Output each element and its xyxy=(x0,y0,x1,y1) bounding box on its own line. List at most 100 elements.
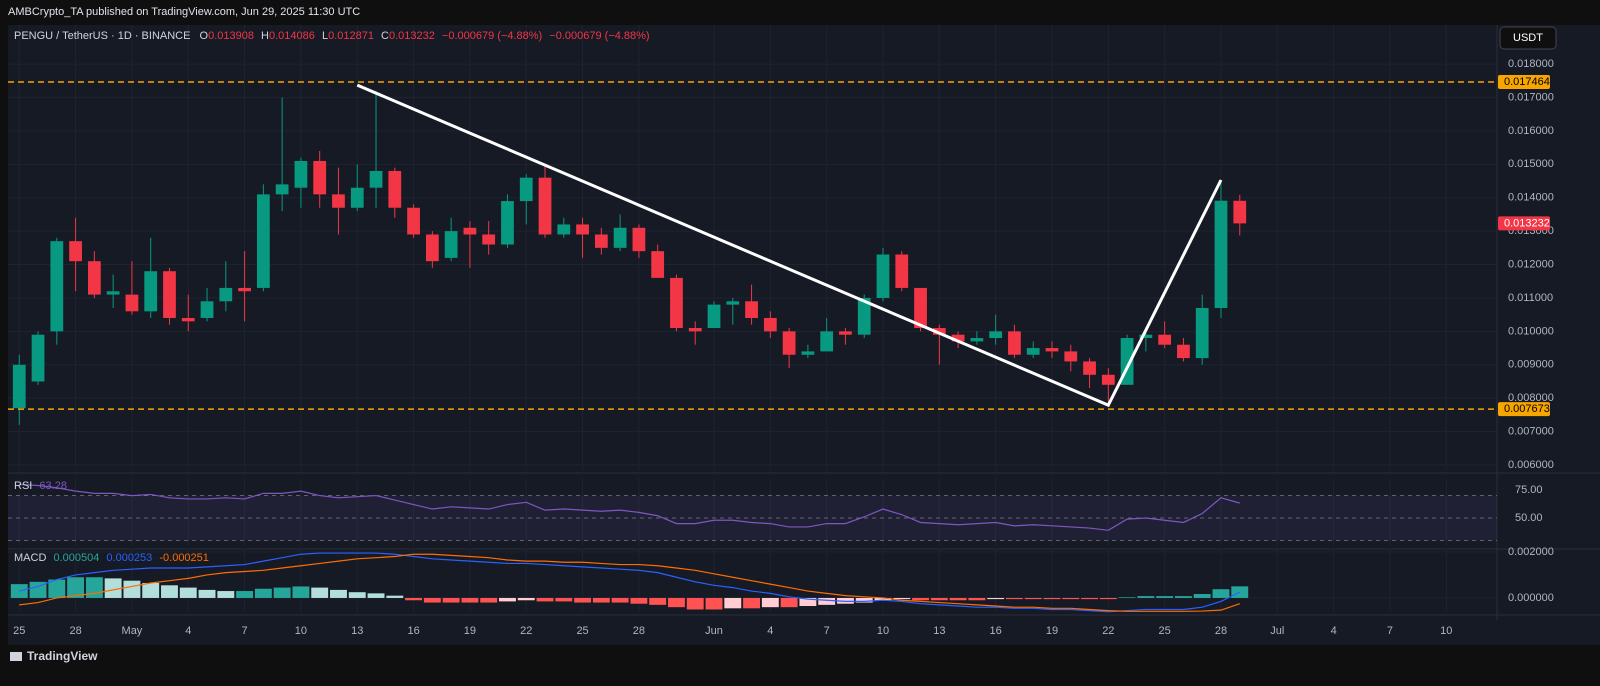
y-tick-label: 0.007000 xyxy=(1508,425,1554,437)
y-tick-label: 0.010000 xyxy=(1508,325,1554,337)
histogram-bar xyxy=(179,587,197,598)
macd-line xyxy=(19,552,1241,613)
candle-body xyxy=(970,338,984,342)
footer-brand: TradingView xyxy=(10,649,98,663)
x-tick-label: 22 xyxy=(520,625,532,637)
x-tick-label: 19 xyxy=(464,625,476,637)
histogram-bar xyxy=(29,581,47,598)
candle-body xyxy=(425,234,439,262)
histogram-bar xyxy=(912,597,930,601)
candle-body xyxy=(181,317,195,322)
x-tick-label: 4 xyxy=(767,625,773,637)
candle-body xyxy=(820,331,834,352)
x-tick-label: 28 xyxy=(69,625,81,637)
level-label: 0.017464 xyxy=(1504,76,1550,88)
candle-body xyxy=(651,251,665,278)
candle-body xyxy=(294,160,308,188)
candle-body xyxy=(313,160,327,195)
candle-body xyxy=(275,184,289,195)
histogram-bar xyxy=(1137,596,1155,598)
signal-value: -0.000251 xyxy=(159,552,209,564)
candle-body xyxy=(1008,331,1021,355)
histogram-bar xyxy=(217,591,235,598)
x-tick-label: 28 xyxy=(633,625,645,637)
candle-body xyxy=(895,254,909,288)
candle-body xyxy=(31,334,45,382)
histogram-bar xyxy=(123,580,141,598)
histogram-bar xyxy=(461,597,479,603)
brand-name: TradingView xyxy=(27,649,98,663)
x-tick-label: 25 xyxy=(1159,625,1171,637)
candle-body xyxy=(1045,348,1059,352)
currency-button[interactable]: USDT xyxy=(1499,26,1557,50)
histogram-bar xyxy=(761,597,779,608)
histogram-bar xyxy=(855,597,873,603)
level-tag xyxy=(1498,74,1550,89)
histogram-bar xyxy=(236,591,254,598)
histogram-bar xyxy=(386,595,404,598)
candle-body xyxy=(369,170,383,188)
histogram-bar xyxy=(574,597,592,603)
candle-body xyxy=(594,234,608,248)
candle-body xyxy=(1177,344,1190,359)
level-tag xyxy=(1498,402,1550,417)
histogram-bar xyxy=(67,577,85,598)
histogram-bar xyxy=(330,589,347,598)
button-label[interactable]: USDT xyxy=(1513,32,1543,44)
histogram-bar xyxy=(198,589,216,598)
histogram-bar xyxy=(799,597,817,607)
histogram-bar xyxy=(818,597,836,605)
histogram-bar xyxy=(611,597,629,603)
histogram-bar xyxy=(1062,597,1080,600)
candle-body xyxy=(745,301,758,318)
candle-body xyxy=(1158,334,1172,345)
candle-body xyxy=(106,291,120,295)
histogram-bar xyxy=(649,597,667,605)
histogram-bar xyxy=(1043,597,1061,600)
candle-body xyxy=(444,231,458,258)
x-tick-label: 25 xyxy=(13,625,25,637)
y-tick-label: 0.002000 xyxy=(1508,546,1554,558)
y-tick-label: 75.00 xyxy=(1515,484,1543,496)
candle-body xyxy=(463,227,477,235)
x-tick-label: Jul xyxy=(1270,625,1284,637)
rsi-legend: RSI 63.28 xyxy=(14,480,67,492)
last-price-tag xyxy=(1498,216,1550,231)
y-tick-label: 0.017000 xyxy=(1508,91,1554,103)
candle-body xyxy=(951,334,965,342)
candle-body xyxy=(670,277,683,329)
level-label: 0.007673 xyxy=(1504,403,1550,415)
candle-body xyxy=(256,194,270,288)
x-tick-label: 16 xyxy=(407,625,419,637)
histogram-bar xyxy=(499,597,516,602)
x-tick-label: 25 xyxy=(576,625,588,637)
candle-body xyxy=(1233,200,1247,224)
histogram-bar xyxy=(724,597,742,609)
macd-line xyxy=(19,553,1240,612)
histogram-bar xyxy=(85,577,103,598)
candle-body xyxy=(914,287,927,329)
candle-body xyxy=(163,271,176,318)
histogram-bar xyxy=(780,597,798,608)
candle-body xyxy=(726,301,740,305)
candle-body xyxy=(388,170,402,208)
histogram-bar xyxy=(292,586,310,598)
y-tick-label: 0.016000 xyxy=(1508,125,1554,137)
histogram-bar xyxy=(968,597,986,601)
x-tick-label: 10 xyxy=(295,625,307,637)
histogram-bar xyxy=(48,579,66,598)
candle-body xyxy=(1083,361,1096,375)
histogram-bar xyxy=(949,597,967,601)
histogram-bar xyxy=(987,597,1005,600)
candle-body xyxy=(69,241,82,262)
button-frame[interactable] xyxy=(1499,26,1557,50)
x-tick-label: 4 xyxy=(185,625,191,637)
y-tick-label: 0.006000 xyxy=(1508,459,1554,471)
legend-text: PENGU / TetherUS · 1D · BINANCE O0.01390… xyxy=(14,30,650,42)
candle-body xyxy=(839,331,852,335)
x-tick-label: Jun xyxy=(705,625,723,637)
histogram-bar xyxy=(104,578,122,598)
candle-body xyxy=(482,234,496,245)
histogram-bar xyxy=(1024,597,1042,600)
